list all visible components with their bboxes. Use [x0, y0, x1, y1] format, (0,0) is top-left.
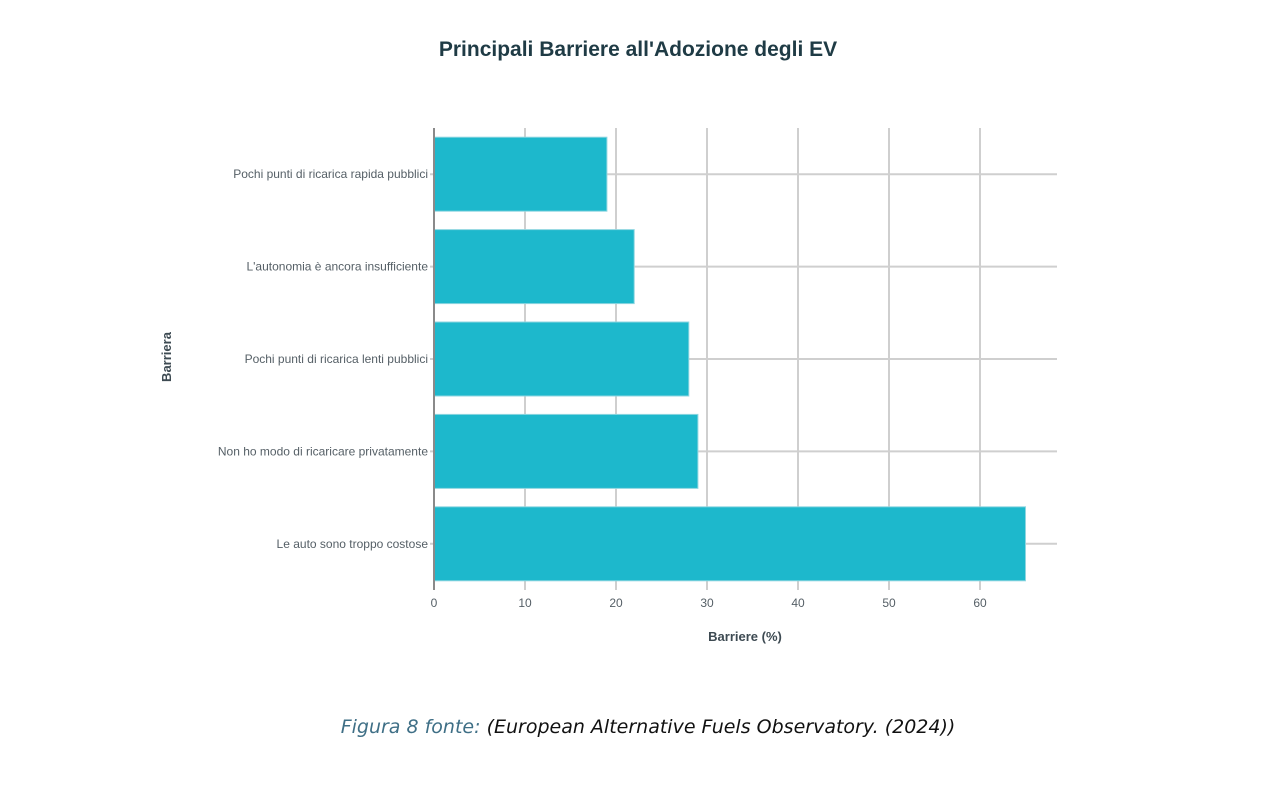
bar	[433, 413, 699, 489]
x-tick-label: 50	[882, 596, 896, 610]
tick-labels: 0 10 20 30 40 50 60 Pochi punti di ricarica rap…	[218, 167, 987, 610]
bar	[433, 506, 1026, 582]
x-tick-label: 20	[609, 596, 623, 610]
chart-title: Principali Barriere all'Adozione degli E…	[439, 38, 837, 61]
y-tick-label: Non ho modo di ricaricare privatamente	[218, 444, 428, 458]
y-tick-label: Le auto sono troppo costose	[277, 537, 429, 551]
x-tick-label: 60	[973, 596, 987, 610]
caption-source: (European Alternative Fuels Observatory.…	[486, 716, 956, 738]
y-tick-label: Pochi punti di ricarica lenti pubblici	[245, 352, 428, 366]
y-axis-title: Barriera	[159, 331, 174, 382]
x-axis-title: Barriere (%)	[708, 629, 782, 644]
bar-chart: Principali Barriere all'Adozione degli E…	[159, 38, 1057, 644]
figure-caption: Figura 8 fonte: (European Alternative Fu…	[0, 716, 1280, 738]
y-tick-label: Pochi punti di ricarica rapida pubblici	[233, 167, 428, 181]
y-tick-label: L'autonomia è ancora insufficiente	[246, 260, 428, 274]
x-tick-label: 30	[700, 596, 714, 610]
x-tick-label: 0	[431, 596, 438, 610]
x-tick-label: 40	[791, 596, 805, 610]
bar	[433, 229, 635, 305]
caption-prefix: Figura 8 fonte:	[340, 716, 481, 738]
x-tick-label: 10	[518, 596, 532, 610]
bar	[433, 136, 608, 212]
bar	[433, 321, 690, 397]
